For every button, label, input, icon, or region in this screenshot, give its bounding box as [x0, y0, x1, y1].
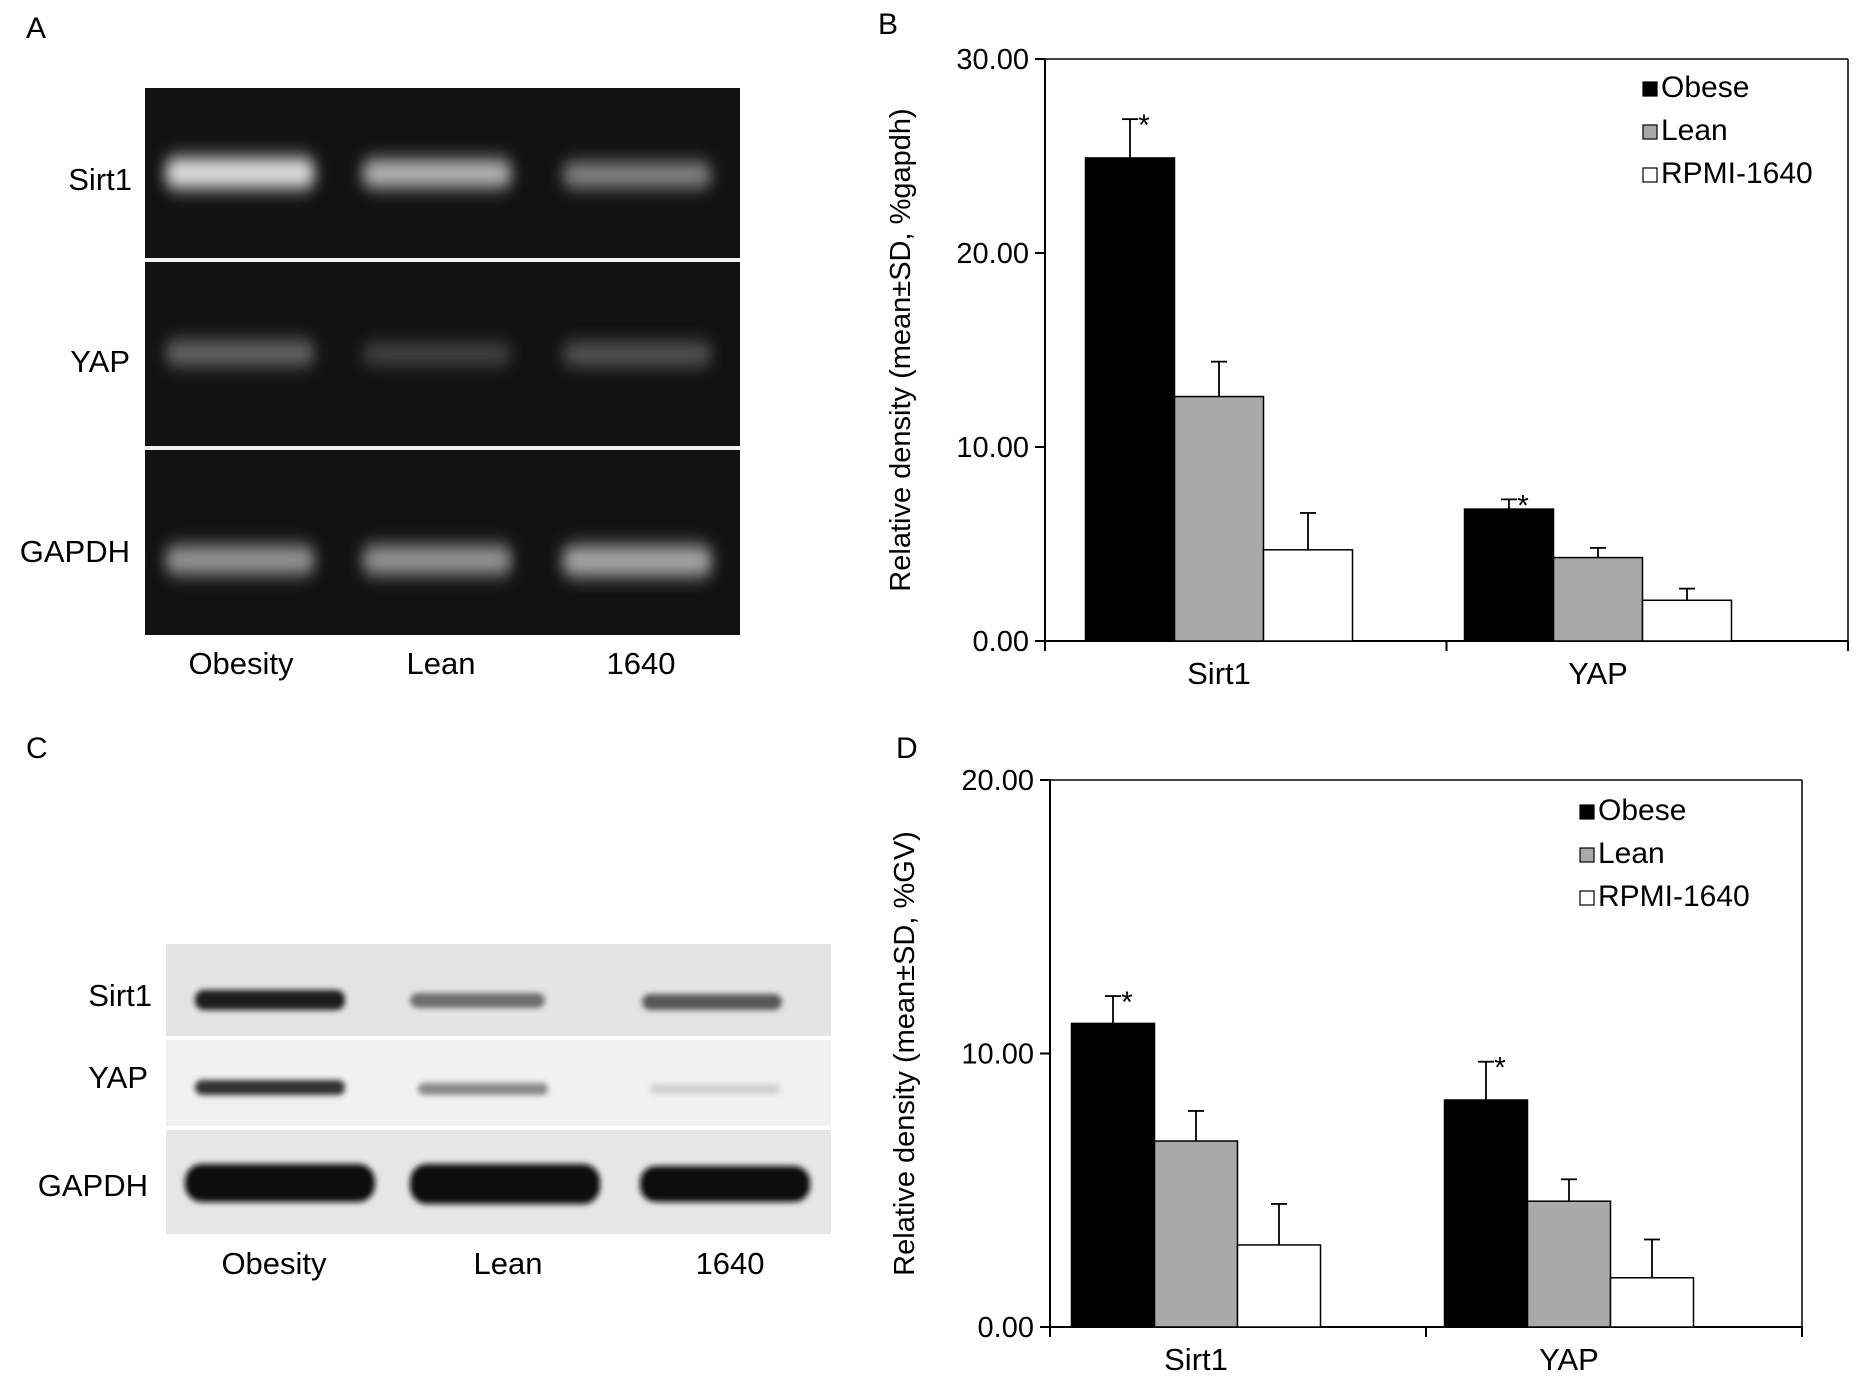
- chart-b-y-tick-label: 10.00: [956, 432, 1029, 464]
- gel-band-gapdh-1640: [562, 546, 712, 576]
- gel-band-yap-obesity: [165, 341, 315, 365]
- gel-row-label-sirt1: Sirt1: [68, 162, 132, 197]
- chart-d-category-label: Sirt1: [1164, 1342, 1228, 1377]
- chart-d-legend-label-lean: Lean: [1598, 837, 1665, 870]
- chart-b-legend-swatch-lean: [1642, 124, 1658, 140]
- chart-d-bar-lean-yap: [1526, 1200, 1612, 1328]
- blot-band-gapdh-obesity: [185, 1164, 375, 1202]
- blot-lane-label-lean: Lean: [474, 1246, 543, 1281]
- gel-band-sirt1-1640: [562, 163, 712, 187]
- chart-b-y-tick-label: 20.00: [956, 238, 1029, 270]
- blot-row-label-gapdh: GAPDH: [38, 1168, 148, 1203]
- chart-b-legend-swatch-rpmi: [1642, 167, 1658, 183]
- chart-b-bar-obese-sirt1: [1084, 157, 1176, 642]
- chart-b-legend-swatch-obese: [1642, 81, 1658, 97]
- blot-row-label-yap: YAP: [88, 1060, 148, 1095]
- panel-letter-a: A: [26, 12, 46, 45]
- blot-band-yap-1640: [650, 1084, 780, 1094]
- blot-image: [166, 944, 831, 1234]
- blot-band-yap-lean: [418, 1083, 548, 1095]
- gel-lane-label-obesity: Obesity: [188, 646, 294, 681]
- blot-row-label-sirt1: Sirt1: [88, 978, 152, 1013]
- gel-image: [145, 88, 740, 635]
- gel-band-sirt1-lean: [362, 160, 512, 187]
- chart-b-category-label: Sirt1: [1187, 656, 1251, 691]
- chart-d-legend-swatch-obese: [1579, 804, 1595, 820]
- panel-letter-c: C: [26, 732, 48, 765]
- gel-divider: [145, 258, 740, 262]
- chart-d-bar-obese-sirt1: [1070, 1022, 1156, 1328]
- gel-divider: [145, 446, 740, 450]
- gel-row-label-gapdh: GAPDH: [20, 534, 130, 569]
- chart-b-legend-label-rpmi: RPMI-1640: [1661, 157, 1813, 190]
- chart-b-category-label: YAP: [1568, 656, 1628, 691]
- gel-band-yap-lean: [362, 344, 512, 364]
- chart-d-legend-swatch-lean: [1579, 847, 1595, 863]
- panel-letter-d: D: [896, 732, 918, 765]
- gel-band-yap-1640: [562, 343, 712, 365]
- chart-b-bar-rpmi-yap: [1641, 599, 1733, 642]
- blot-band-sirt1-lean: [410, 993, 545, 1008]
- chart-d-bar-obese-yap: [1443, 1099, 1529, 1328]
- chart-b-significance-mark: *: [1138, 109, 1150, 142]
- chart-d-legend-label-obese: Obese: [1598, 794, 1686, 827]
- chart-b-y-tick-label: 0.00: [973, 626, 1029, 658]
- chart-d-category-label: YAP: [1539, 1342, 1599, 1377]
- blot-band-sirt1-1640: [642, 994, 782, 1010]
- chart-b-bar-lean-yap: [1552, 556, 1644, 642]
- gel-band-sirt1-obesity: [165, 158, 315, 188]
- blot-band-gapdh-1640: [640, 1166, 810, 1202]
- chart-b-bar-rpmi-sirt1: [1262, 549, 1354, 642]
- chart-d-y-tick-label: 0.00: [978, 1312, 1034, 1344]
- chart-d-y-tick-label: 10.00: [961, 1039, 1034, 1071]
- chart-b-bar-obese-yap: [1463, 508, 1555, 642]
- chart-d-significance-mark: *: [1121, 986, 1133, 1019]
- chart-b-bar-lean-sirt1: [1173, 395, 1265, 642]
- chart-d-legend-label-rpmi: RPMI-1640: [1598, 880, 1750, 913]
- chart-d-bar-lean-sirt1: [1153, 1140, 1239, 1328]
- blot-band-gapdh-lean: [410, 1164, 600, 1204]
- panel-letter-b: B: [878, 8, 898, 41]
- chart-d: 0.00 10.00 20.00 Sirt1 YAP Relative density (…: [889, 765, 1803, 1377]
- gel-band-gapdh-lean: [362, 546, 512, 574]
- chart-d-legend-swatch-rpmi: [1579, 890, 1595, 906]
- chart-d-y-axis-title: Relative density (mean±SD, %GV): [889, 831, 921, 1276]
- gel-row-label-yap: YAP: [70, 344, 130, 379]
- gel-lane-label-1640: 1640: [607, 646, 676, 681]
- chart-d-significance-mark: *: [1494, 1052, 1506, 1085]
- chart-d-y-tick-label: 20.00: [961, 765, 1034, 797]
- blot-band-yap-obesity: [195, 1080, 345, 1095]
- chart-b-y-axis-title: Relative density (mean±SD, %gapdh): [885, 108, 917, 591]
- chart-b-legend-label-obese: Obese: [1661, 71, 1749, 104]
- chart-d-bar-rpmi-sirt1: [1236, 1244, 1322, 1328]
- chart-b-legend-label-lean: Lean: [1661, 114, 1728, 147]
- blot-lane-label-obesity: Obesity: [221, 1246, 327, 1281]
- blot-band-sirt1-obesity: [195, 990, 345, 1010]
- chart-b-significance-mark: *: [1517, 489, 1529, 522]
- chart-d-bar-rpmi-yap: [1609, 1277, 1695, 1328]
- gel-band-gapdh-obesity: [165, 546, 315, 574]
- blot-lane-label-1640: 1640: [696, 1246, 765, 1281]
- chart-b-y-tick-label: 30.00: [956, 44, 1029, 76]
- chart-b: 0.00 10.00 20.00 30.00 Sirt1 YAP Relative dens…: [885, 44, 1849, 691]
- gel-lane-label-lean: Lean: [407, 646, 476, 681]
